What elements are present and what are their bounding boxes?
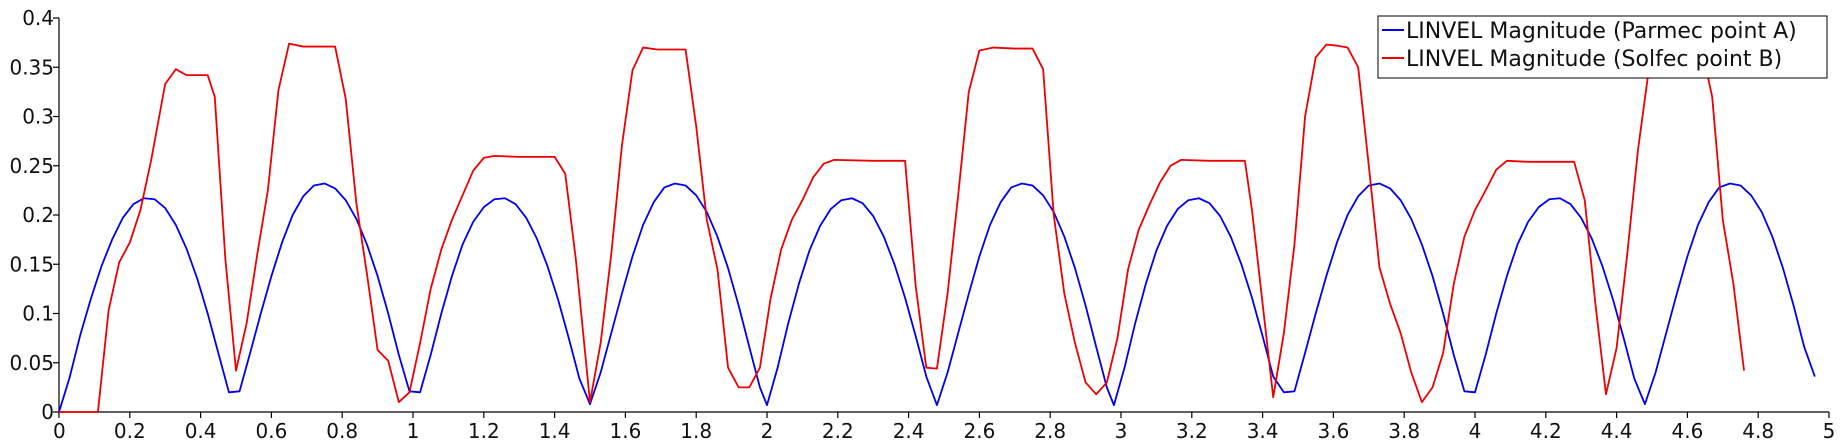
y-tick-label: 0.25: [9, 154, 54, 178]
y-axis: 0 0.05 0.1 0.15 0.2 0.25 0.3 0.35 0.4: [9, 6, 60, 424]
y-tick-label: 0: [41, 400, 54, 424]
y-tick-label: 0.1: [22, 302, 54, 326]
x-tick-label: 4.8: [1742, 419, 1774, 443]
series-group: [58, 42, 1816, 413]
x-tick-label: 1.6: [609, 419, 641, 443]
y-tick-label: 0.35: [9, 55, 54, 79]
x-tick-label: 4.2: [1530, 419, 1562, 443]
x-tick-label: 0.6: [255, 419, 287, 443]
x-tick-label: 1.8: [680, 419, 712, 443]
x-tick-label: 1.4: [539, 419, 571, 443]
legend-box: [1377, 15, 1828, 79]
x-tick-label: 0.4: [185, 419, 217, 443]
x-tick-label: 0.2: [114, 419, 146, 443]
x-tick-label: 1.2: [468, 419, 500, 443]
x-tick-label: 3.8: [1388, 419, 1420, 443]
y-tick-label: 0.3: [22, 105, 54, 129]
series-line-2: [59, 42, 1745, 413]
legend: LINVEL Magnitude (Parmec point A) LINVEL …: [1377, 15, 1828, 79]
series-line-1: [58, 182, 1816, 413]
x-tick-label: 2.6: [963, 419, 995, 443]
x-tick-label: 3: [1115, 419, 1128, 443]
legend-label-2: LINVEL Magnitude (Solfec point B): [1406, 47, 1782, 72]
x-tick-label: 4.6: [1671, 419, 1703, 443]
x-tick-label: 3.6: [1317, 419, 1349, 443]
y-tick-label: 0.2: [22, 203, 54, 227]
y-tick-label: 0.15: [9, 252, 54, 276]
x-tick-label: 0: [53, 419, 66, 443]
x-tick-label: 3.4: [1247, 419, 1279, 443]
x-axis: 0 0.2 0.4 0.6 0.8 1 1.2 1.4 1.6 1.8 2 2.2 2.4 2.6 2.8 3…: [53, 411, 1836, 443]
x-tick-label: 5: [1823, 419, 1836, 443]
x-tick-label: 4.4: [1601, 419, 1633, 443]
x-tick-label: 2.4: [893, 419, 925, 443]
legend-label-1: LINVEL Magnitude (Parmec point A): [1406, 19, 1797, 44]
x-tick-label: 1: [407, 419, 420, 443]
x-tick-label: 2.8: [1034, 419, 1066, 443]
y-tick-label: 0.05: [9, 351, 54, 375]
x-tick-label: 2: [761, 419, 774, 443]
x-tick-label: 2.2: [822, 419, 854, 443]
x-tick-label: 3.2: [1176, 419, 1208, 443]
y-tick-label: 0.4: [22, 6, 54, 30]
x-tick-label: 4: [1469, 419, 1482, 443]
x-tick-label: 0.8: [326, 419, 358, 443]
